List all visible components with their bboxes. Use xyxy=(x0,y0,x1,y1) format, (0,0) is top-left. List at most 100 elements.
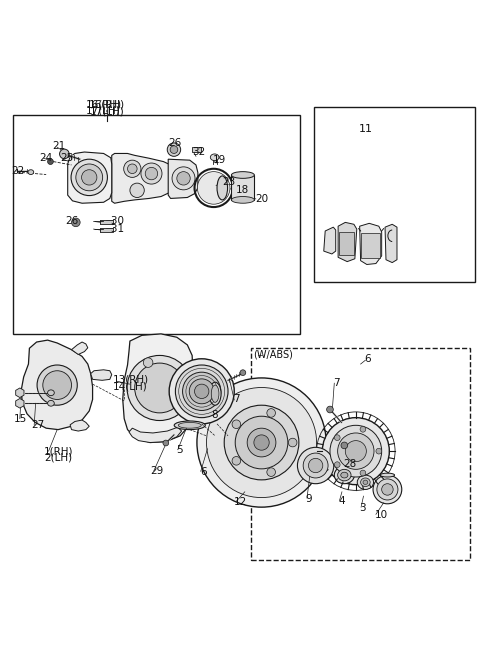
Text: 25: 25 xyxy=(60,153,73,163)
Ellipse shape xyxy=(211,385,219,402)
Circle shape xyxy=(145,167,157,180)
Polygon shape xyxy=(385,224,397,263)
Circle shape xyxy=(303,453,328,478)
Polygon shape xyxy=(168,159,198,198)
Text: 11: 11 xyxy=(359,123,372,133)
Circle shape xyxy=(48,158,53,164)
Polygon shape xyxy=(338,222,357,262)
Text: 19: 19 xyxy=(213,155,227,165)
Text: 7: 7 xyxy=(333,378,340,388)
Circle shape xyxy=(76,164,103,191)
Ellipse shape xyxy=(334,467,354,484)
Circle shape xyxy=(177,172,190,185)
Polygon shape xyxy=(324,227,336,254)
Text: 24: 24 xyxy=(39,152,52,162)
Text: 16(RH): 16(RH) xyxy=(89,99,125,109)
Ellipse shape xyxy=(380,473,395,477)
Polygon shape xyxy=(16,388,24,398)
Circle shape xyxy=(267,468,276,477)
Circle shape xyxy=(128,164,137,174)
Ellipse shape xyxy=(178,422,201,428)
Circle shape xyxy=(373,475,402,504)
Polygon shape xyxy=(70,420,89,431)
Circle shape xyxy=(144,358,153,367)
Circle shape xyxy=(37,365,77,405)
Bar xyxy=(192,147,201,152)
Circle shape xyxy=(337,433,374,469)
Text: 29: 29 xyxy=(150,466,163,476)
Text: 5: 5 xyxy=(176,445,183,455)
Polygon shape xyxy=(72,342,88,355)
Circle shape xyxy=(232,457,240,465)
Text: 22: 22 xyxy=(11,166,24,176)
Bar xyxy=(338,232,354,255)
Ellipse shape xyxy=(210,154,219,160)
Circle shape xyxy=(130,183,144,198)
Circle shape xyxy=(382,484,393,495)
Ellipse shape xyxy=(174,421,205,430)
Bar xyxy=(12,115,300,334)
Text: 18: 18 xyxy=(236,185,250,195)
Text: 16(RH): 16(RH) xyxy=(85,99,121,109)
Ellipse shape xyxy=(231,172,254,178)
Circle shape xyxy=(127,355,192,420)
Bar xyxy=(100,220,113,224)
Circle shape xyxy=(167,143,180,156)
Polygon shape xyxy=(21,340,93,430)
Ellipse shape xyxy=(357,475,373,489)
Circle shape xyxy=(309,458,323,473)
Polygon shape xyxy=(91,370,112,381)
Circle shape xyxy=(247,428,276,457)
Ellipse shape xyxy=(363,480,368,485)
Circle shape xyxy=(360,470,366,476)
Ellipse shape xyxy=(28,170,34,174)
Circle shape xyxy=(330,425,382,477)
Circle shape xyxy=(235,416,288,469)
Circle shape xyxy=(60,149,69,158)
Text: 17(LH): 17(LH) xyxy=(90,106,124,116)
Text: 8: 8 xyxy=(211,410,218,420)
Circle shape xyxy=(197,172,230,204)
Text: 26: 26 xyxy=(65,216,79,227)
Ellipse shape xyxy=(48,400,54,406)
Bar xyxy=(100,227,113,232)
Text: 2(LH): 2(LH) xyxy=(44,453,72,463)
Polygon shape xyxy=(112,153,172,204)
Ellipse shape xyxy=(337,469,351,481)
Circle shape xyxy=(335,462,340,467)
Text: 27: 27 xyxy=(31,420,45,430)
Circle shape xyxy=(197,378,326,507)
Circle shape xyxy=(232,420,240,428)
Circle shape xyxy=(72,218,80,227)
Text: 28: 28 xyxy=(343,459,357,469)
Text: 23: 23 xyxy=(222,177,235,187)
Text: 15: 15 xyxy=(14,414,27,424)
Circle shape xyxy=(323,418,389,485)
Ellipse shape xyxy=(209,383,221,405)
Circle shape xyxy=(360,426,366,432)
Text: 1(RH): 1(RH) xyxy=(44,446,73,456)
Text: 20: 20 xyxy=(255,194,268,204)
Polygon shape xyxy=(123,334,193,442)
Polygon shape xyxy=(360,223,382,265)
Text: 7: 7 xyxy=(233,394,240,404)
Circle shape xyxy=(224,405,299,480)
Circle shape xyxy=(172,167,195,190)
Circle shape xyxy=(82,170,97,185)
Circle shape xyxy=(376,448,382,454)
Text: 26: 26 xyxy=(168,139,181,149)
Circle shape xyxy=(189,379,214,404)
Ellipse shape xyxy=(48,390,54,396)
Circle shape xyxy=(240,370,246,375)
Polygon shape xyxy=(68,152,112,204)
Ellipse shape xyxy=(360,478,370,487)
Circle shape xyxy=(298,448,334,484)
Circle shape xyxy=(335,435,340,440)
Text: 10: 10 xyxy=(375,511,388,520)
Circle shape xyxy=(267,408,276,417)
Circle shape xyxy=(71,159,108,196)
Text: 21: 21 xyxy=(52,141,66,151)
Text: 17(LH): 17(LH) xyxy=(86,106,121,116)
Circle shape xyxy=(254,435,269,450)
Ellipse shape xyxy=(217,176,228,200)
